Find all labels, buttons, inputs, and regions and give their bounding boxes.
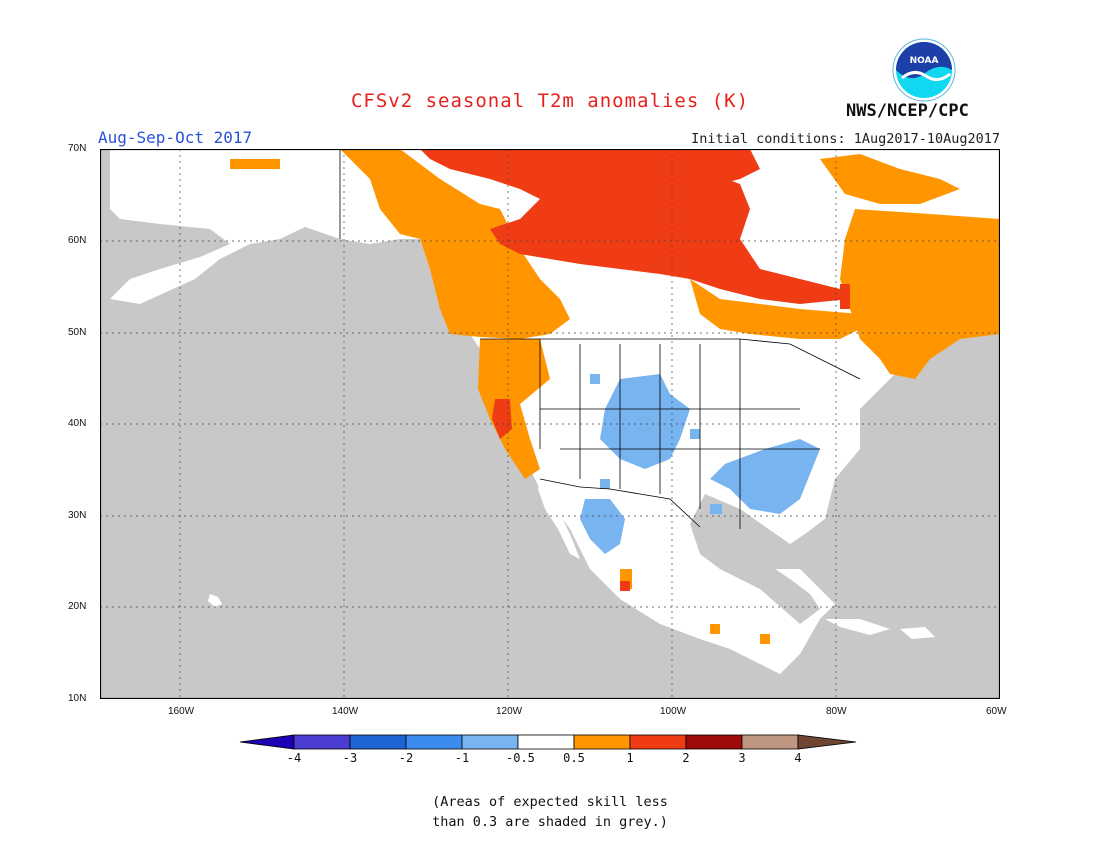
lat-label: 60N	[68, 235, 87, 246]
hot-anomaly-areas	[420, 149, 850, 591]
hot-northern-canada	[420, 149, 850, 304]
land-baja	[538, 479, 580, 559]
warm-yucatan-dot	[710, 624, 720, 634]
colorbar-tick-label: -1	[454, 751, 470, 765]
cool-anomaly-areas	[580, 374, 820, 554]
colorbar-tick-label: 4	[794, 751, 802, 765]
hot-hudson-east	[600, 149, 760, 189]
colorbar-tick-label: -0.5	[506, 751, 535, 765]
lon-label: 160W	[168, 706, 195, 717]
anomaly-map	[100, 149, 1000, 699]
land-alaska	[110, 149, 340, 304]
colorbar	[239, 734, 857, 750]
warm-small-1	[230, 159, 280, 169]
colorbar-segment	[797, 734, 857, 750]
warm-hudson-rim	[820, 154, 960, 204]
warm-pacific-northwest	[478, 339, 550, 479]
cool-rockies	[600, 374, 690, 469]
lat-label: 20N	[68, 601, 87, 612]
map-frame	[100, 149, 1000, 699]
colorbar-segment	[239, 734, 295, 750]
us-mexico-border	[539, 478, 701, 528]
colorbar-segment	[741, 734, 799, 750]
warm-small-2	[760, 634, 770, 644]
canada-us-border	[480, 338, 861, 380]
warm-western-canada	[340, 149, 570, 339]
cool-southwest	[580, 499, 625, 554]
warm-northeast-canada	[840, 209, 1000, 379]
colorbar-tick-label: 0.5	[563, 751, 585, 765]
cool-dot-1	[590, 374, 600, 384]
skill-note-line-1: (Areas of expected skill less	[432, 794, 668, 810]
gridlines	[100, 149, 1000, 699]
hot-oregon-california	[492, 399, 512, 439]
colorbar-segment	[517, 734, 575, 750]
map-title: CFSv2 seasonal T2m anomalies (K)	[350, 90, 750, 112]
colorbar-segment	[349, 734, 407, 750]
colorbar-segment	[405, 734, 463, 750]
lat-label: 50N	[68, 327, 87, 338]
cool-dot-3	[710, 504, 722, 514]
boundary-lines	[339, 149, 861, 529]
land-hispaniola	[900, 627, 935, 639]
colorbar-tick-label: 1	[626, 751, 634, 765]
colorbar-segment	[685, 734, 743, 750]
lat-label: 40N	[68, 418, 87, 429]
lon-label: 120W	[496, 706, 523, 717]
colorbar-tick-label: -2	[398, 751, 414, 765]
lat-label: 70N	[68, 143, 87, 154]
agency-label: NWS/NCEP/CPC	[846, 101, 969, 121]
warm-quebec-labrador	[690, 279, 860, 339]
colorbar-tick-label: -4	[286, 751, 302, 765]
colorbar-segment	[293, 734, 351, 750]
lon-label: 140W	[332, 706, 359, 717]
logo-text: NOAA	[910, 56, 939, 66]
land-hawaii	[208, 594, 222, 607]
forecast-period: Aug-Sep-Oct 2017	[98, 128, 253, 147]
colorbar-segment	[629, 734, 687, 750]
cool-southeast	[710, 439, 820, 514]
lat-label: 30N	[68, 510, 87, 521]
land-cuba	[825, 619, 890, 635]
lon-label: 80W	[826, 706, 847, 717]
colorbar-tick-label: 3	[738, 751, 746, 765]
warm-anomaly-areas	[230, 149, 1000, 644]
hot-small-east	[840, 284, 850, 309]
colorbar-tick-label: -3	[342, 751, 358, 765]
cool-dot-2	[690, 429, 700, 439]
initial-conditions: Initial conditions: 1Aug2017-10Aug2017	[691, 131, 1000, 147]
hot-baja-tip	[620, 581, 630, 591]
skill-note: (Areas of expected skill less than 0.3 a…	[0, 792, 1100, 832]
colorbar-tick-label: 2	[682, 751, 690, 765]
lon-label: 100W	[660, 706, 687, 717]
colorbar-segment	[461, 734, 519, 750]
colorbar-segment	[573, 734, 631, 750]
lon-label: 60W	[986, 706, 1007, 717]
lat-label: 10N	[68, 693, 87, 704]
noaa-logo-icon: NOAA	[892, 38, 956, 102]
cool-dot-4	[600, 479, 610, 489]
skill-note-line-2: than 0.3 are shaded in grey.)	[432, 814, 668, 830]
